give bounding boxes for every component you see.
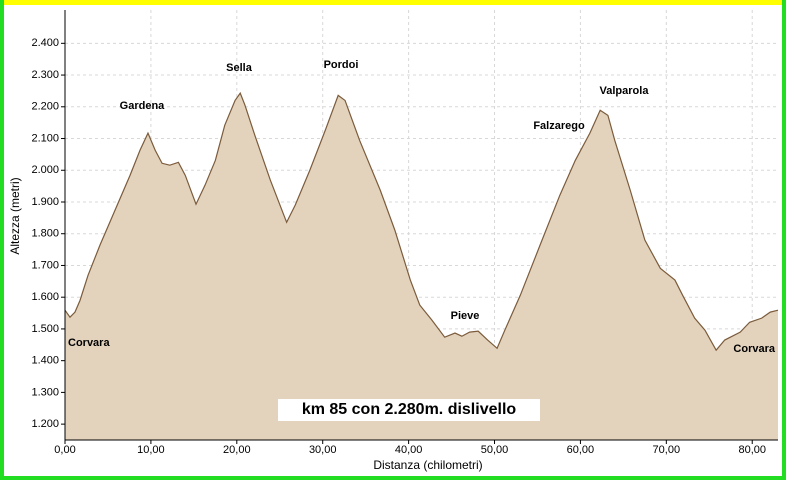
annotation: Pieve [451, 310, 480, 322]
y-tick-label: 1.200 [31, 418, 59, 430]
annotation: Gardena [120, 100, 166, 112]
annotation: Corvara [733, 343, 775, 355]
x-axis-label: Distanza (chilometri) [373, 458, 482, 472]
x-tick-label: 40,00 [395, 444, 423, 456]
y-tick-label: 2.200 [31, 101, 59, 113]
frame-right [782, 0, 786, 480]
frame-top [0, 0, 786, 5]
annotation: Pordoi [324, 59, 359, 71]
y-tick-label: 2.000 [31, 164, 59, 176]
y-tick-label: 1.400 [31, 355, 59, 367]
y-tick-label: 1.300 [31, 386, 59, 398]
annotation-box [278, 399, 540, 421]
y-tick-label: 1.700 [31, 259, 59, 271]
annotation: km 85 con 2.280m. dislivello [302, 401, 517, 418]
annotation: Corvara [68, 337, 110, 349]
annotation: Falzarego [533, 120, 585, 132]
x-tick-label: 0,00 [54, 444, 75, 456]
annotation: Sella [226, 62, 253, 74]
frame-left [0, 0, 4, 480]
x-tick-label: 50,00 [481, 444, 509, 456]
y-tick-label: 1.600 [31, 291, 59, 303]
x-tick-label: 70,00 [653, 444, 681, 456]
x-tick-label: 30,00 [309, 444, 337, 456]
y-tick-label: 1.900 [31, 196, 59, 208]
y-tick-label: 1.500 [31, 323, 59, 335]
y-tick-label: 1.800 [31, 228, 59, 240]
frame-bottom [0, 476, 786, 480]
y-tick-label: 2.100 [31, 132, 59, 144]
profile-line [64, 91, 779, 352]
annotation: Valparola [600, 85, 650, 97]
y-tick-label: 2.400 [31, 37, 59, 49]
x-tick-label: 60,00 [567, 444, 595, 456]
y-axis-label: Altezza (metri) [8, 177, 22, 254]
x-tick-label: 20,00 [223, 444, 251, 456]
area [65, 93, 778, 440]
x-tick-label: 10,00 [137, 444, 165, 456]
y-tick-label: 2.300 [31, 69, 59, 81]
x-tick-label: 80,00 [738, 444, 766, 456]
